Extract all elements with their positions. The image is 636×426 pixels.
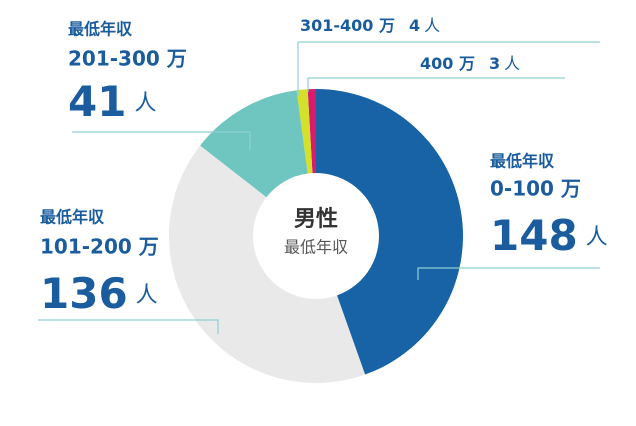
donut-segment <box>316 89 464 375</box>
center-title: 男性 <box>294 207 338 232</box>
category-label: 201-300 万 <box>68 47 187 71</box>
leader-line <box>307 77 565 92</box>
donut-segment <box>307 89 316 174</box>
value-unit: 人 <box>424 16 440 35</box>
leader-line <box>417 267 600 280</box>
donut-segment <box>200 90 308 198</box>
label-prefix: 最低年収 <box>40 208 105 227</box>
category-label: 0-100 万 <box>490 177 581 201</box>
value-number: 136 <box>40 269 128 318</box>
label-prefix: 最低年収 <box>490 152 555 171</box>
value-unit: 人 <box>134 91 156 116</box>
leader-line <box>72 131 251 150</box>
value-number: 41 <box>68 77 126 126</box>
category-label: 400 万 <box>420 54 475 73</box>
value-label: 148 人 <box>490 211 608 260</box>
category-label: 101-200 万 <box>40 235 159 259</box>
value-label: 41 人 <box>68 77 156 126</box>
value-unit: 人 <box>504 54 520 73</box>
value-unit: 人 <box>586 225 608 250</box>
value-number: 4 <box>409 16 420 35</box>
leader-line <box>297 41 600 96</box>
category-label: 301-400 万 <box>300 16 395 35</box>
value-number: 148 <box>490 211 578 260</box>
value-unit: 人 <box>136 283 158 308</box>
value-number: 3 <box>489 54 500 73</box>
donut-segment <box>296 89 313 174</box>
leader-line <box>38 319 219 334</box>
value-label: 136 人 <box>40 269 158 318</box>
label-prefix: 最低年収 <box>68 20 133 39</box>
center-subtitle: 最低年収 <box>284 238 348 257</box>
